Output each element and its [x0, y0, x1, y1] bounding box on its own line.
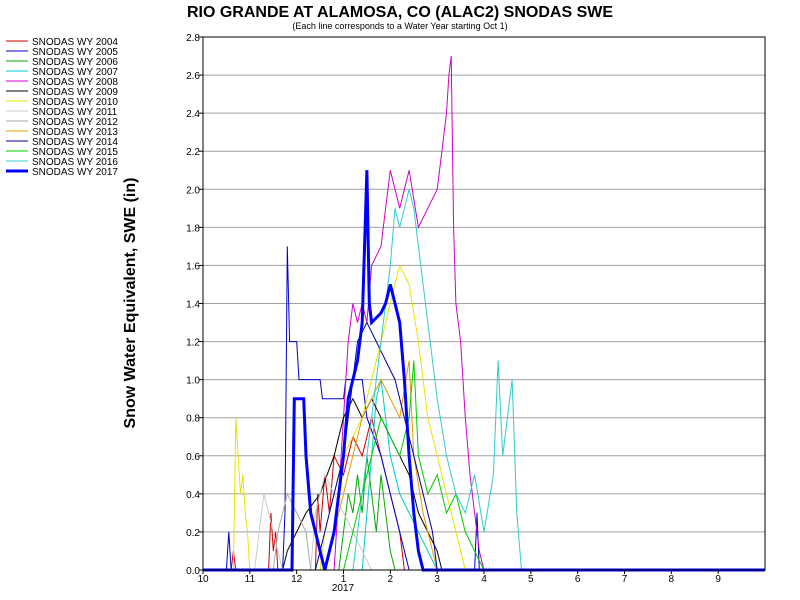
x-year-label: 2017 — [332, 583, 355, 594]
x-tick-label: 5 — [528, 574, 534, 585]
y-tick-label: 1.6 — [186, 261, 200, 272]
series-line-2011 — [203, 473, 765, 571]
series-line-2015 — [203, 360, 765, 571]
legend-label: SNODAS WY 2006 — [32, 57, 118, 68]
legend-label: SNODAS WY 2010 — [32, 97, 118, 108]
series-line-2009 — [203, 397, 765, 571]
x-tick-label: 4 — [481, 574, 487, 585]
y-tick-label: 0.4 — [186, 490, 200, 501]
legend-label: SNODAS WY 2005 — [32, 47, 118, 58]
legend-label: SNODAS WY 2007 — [32, 67, 118, 78]
legend-label: SNODAS WY 2016 — [32, 157, 118, 168]
x-tick-label: 12 — [291, 574, 303, 585]
y-tick-label: 1.4 — [186, 300, 200, 311]
x-tick-label: 7 — [622, 574, 628, 585]
y-tick-label: 1.0 — [186, 376, 200, 387]
y-tick-label: 0.6 — [186, 452, 200, 463]
legend-label: SNODAS WY 2017 — [32, 167, 118, 178]
series-line-2008 — [203, 55, 765, 571]
series-line-2005 — [203, 246, 765, 571]
x-tick-label: 1 — [341, 574, 347, 585]
legend-label: SNODAS WY 2012 — [32, 117, 118, 128]
legend-label: SNODAS WY 2015 — [32, 147, 118, 158]
y-tick-label: 2.8 — [186, 33, 200, 44]
series-line-2014 — [203, 321, 765, 571]
legend-label: SNODAS WY 2014 — [32, 137, 118, 148]
legend-label: SNODAS WY 2004 — [32, 37, 118, 48]
series-line-2010 — [203, 263, 765, 571]
x-tick-label: 11 — [245, 574, 256, 585]
series-line-2007 — [203, 379, 765, 571]
chart-title: RIO GRANDE AT ALAMOSA, CO (ALAC2) SNODAS… — [187, 4, 613, 21]
x-tick-label: 2 — [388, 574, 394, 585]
y-tick-label: 0.0 — [186, 566, 200, 577]
y-tick-label: 1.2 — [186, 338, 200, 349]
chart-subtitle: (Each line corresponds to a Water Year s… — [292, 21, 507, 31]
legend-label: SNODAS WY 2009 — [32, 87, 118, 98]
y-tick-label: 0.2 — [186, 528, 200, 539]
y-tick-label: 2.2 — [186, 147, 200, 158]
series-line-2016 — [203, 189, 765, 571]
x-tick-label: 9 — [715, 574, 721, 585]
legend-label: SNODAS WY 2011 — [32, 107, 118, 118]
y-tick-label: 1.8 — [186, 223, 200, 234]
y-axis-label: Snow Water Equivalent, SWE (in) — [122, 178, 139, 429]
y-tick-label: 2.6 — [186, 71, 200, 82]
x-tick-label: 3 — [434, 574, 440, 585]
plot-area: 0.0 0.2 0.4 0.6 0.8 1.0 1.2 1.4 1.6 1.8 2.0 2.2 2.4 2… — [186, 33, 766, 585]
y-tick-label: 0.8 — [186, 414, 200, 425]
y-tick-label: 2.0 — [186, 185, 200, 196]
x-tick-label: 10 — [197, 574, 209, 585]
x-tick-label: 8 — [669, 574, 675, 585]
y-tick-label: 2.4 — [186, 109, 200, 120]
legend-label: SNODAS WY 2013 — [32, 127, 118, 138]
x-tick-label: 6 — [575, 574, 581, 585]
legend-label: SNODAS WY 2008 — [32, 77, 118, 88]
series-line-2017 — [203, 170, 765, 572]
series-line-2013 — [203, 360, 765, 571]
